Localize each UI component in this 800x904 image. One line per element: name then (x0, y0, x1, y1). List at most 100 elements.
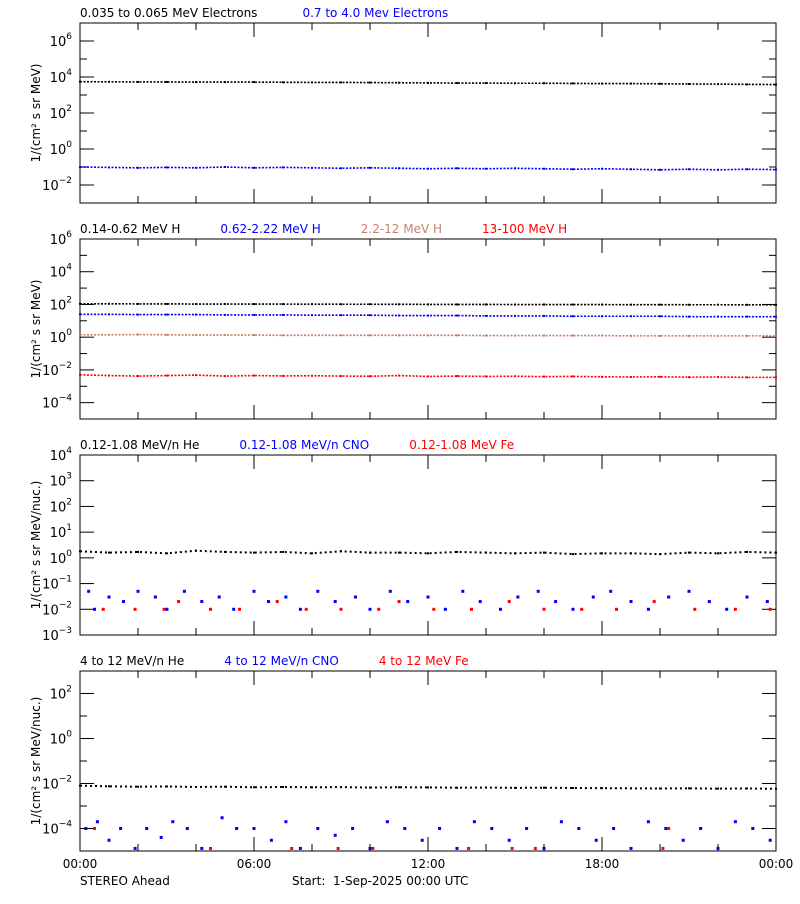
legend-entry: 4 to 12 MeV/n He (80, 654, 184, 668)
data-point (133, 846, 137, 850)
data-point (485, 375, 487, 378)
data-point (166, 552, 168, 555)
data-point (79, 313, 81, 316)
data-point (137, 375, 139, 378)
data-point (398, 81, 400, 84)
data-point (572, 303, 574, 306)
data-point (536, 589, 540, 593)
panel-3: 104 103 102 101 100 10−1 10−2 10−3 1/(cm² s sr M… (29, 438, 777, 644)
data-point (304, 607, 308, 611)
data-point (746, 334, 748, 337)
data-point (235, 827, 239, 830)
footer-start-time: Start: 1-Sep-2025 00:00 UTC (292, 874, 468, 888)
y-tick-label: 102 (50, 104, 72, 122)
data-point (688, 303, 690, 306)
data-point (746, 787, 748, 790)
data-point (456, 334, 458, 337)
data-point (612, 827, 616, 830)
data-point (298, 846, 302, 850)
data-point (427, 375, 429, 378)
data-point (267, 600, 270, 604)
data-point (232, 607, 236, 611)
data-point (688, 334, 690, 337)
data-point (659, 82, 661, 85)
data-point (224, 785, 226, 788)
series-red (101, 600, 772, 611)
data-point (717, 375, 719, 378)
data-point (282, 303, 284, 306)
data-point (768, 838, 772, 842)
series-blue (79, 166, 777, 171)
data-point (664, 827, 668, 830)
data-point (601, 82, 603, 85)
data-point (485, 786, 487, 789)
data-point (746, 83, 748, 86)
data-point (688, 787, 690, 790)
data-point (688, 551, 690, 554)
y-tick-label: 100 (50, 549, 73, 567)
data-point (87, 589, 91, 593)
y-tick-label: 106 (50, 230, 73, 248)
data-point (108, 333, 110, 336)
data-point (217, 595, 221, 599)
data-point (571, 607, 575, 611)
data-point (107, 838, 111, 842)
data-point (659, 303, 661, 306)
data-point (572, 82, 574, 85)
y-tick-label: 104 (50, 263, 73, 281)
data-point (601, 303, 603, 306)
data-point (516, 595, 520, 599)
y-tick-label: 104 (50, 446, 73, 464)
data-point (717, 552, 719, 555)
data-point (79, 80, 81, 83)
data-point (490, 827, 494, 830)
series-black (79, 549, 777, 556)
data-point (137, 302, 139, 305)
data-point (253, 313, 255, 316)
data-point (601, 552, 603, 555)
data-point (340, 786, 342, 789)
data-point (572, 375, 574, 378)
data-point (253, 303, 255, 306)
data-point (340, 550, 342, 553)
panel-4: 102 100 10−2 10−41/(cm² s sr MeV/nuc.) 4 to … (29, 654, 777, 852)
data-point (427, 303, 429, 306)
data-point (716, 846, 720, 850)
data-point (311, 81, 313, 84)
data-point (514, 786, 516, 789)
data-point (282, 313, 284, 316)
data-point (84, 827, 88, 830)
series-blue (87, 589, 769, 611)
data-point (398, 374, 400, 377)
data-point (746, 550, 748, 553)
data-point (427, 314, 429, 317)
data-point (171, 820, 175, 824)
data-point (426, 595, 430, 599)
data-point (746, 315, 748, 318)
data-point (177, 600, 181, 604)
data-point (133, 607, 137, 611)
legend-entry: 0.035 to 0.065 MeV Electrons (80, 6, 257, 20)
y-tick-label: 10−2 (42, 600, 72, 618)
data-point (354, 595, 357, 599)
y-tick-label: 10−2 (42, 361, 72, 379)
legend-entry: 0.12-1.08 MeV Fe (409, 438, 514, 452)
data-point (456, 167, 458, 170)
data-point (533, 846, 537, 850)
y-tick-label: 10−2 (42, 775, 72, 793)
x-tick-label: 12:00 (411, 857, 446, 871)
data-point (107, 595, 111, 599)
data-point (751, 827, 755, 830)
data-point (136, 589, 140, 593)
data-point (601, 375, 603, 378)
data-point (543, 82, 545, 85)
data-point (659, 787, 661, 790)
data-point (717, 315, 719, 318)
y-tick-label: 10−2 (42, 176, 72, 194)
data-point (630, 168, 632, 171)
series-red (79, 373, 777, 379)
data-point (397, 600, 401, 604)
data-point (775, 551, 777, 554)
data-point (340, 334, 342, 337)
y-tick-label: 102 (50, 685, 72, 703)
